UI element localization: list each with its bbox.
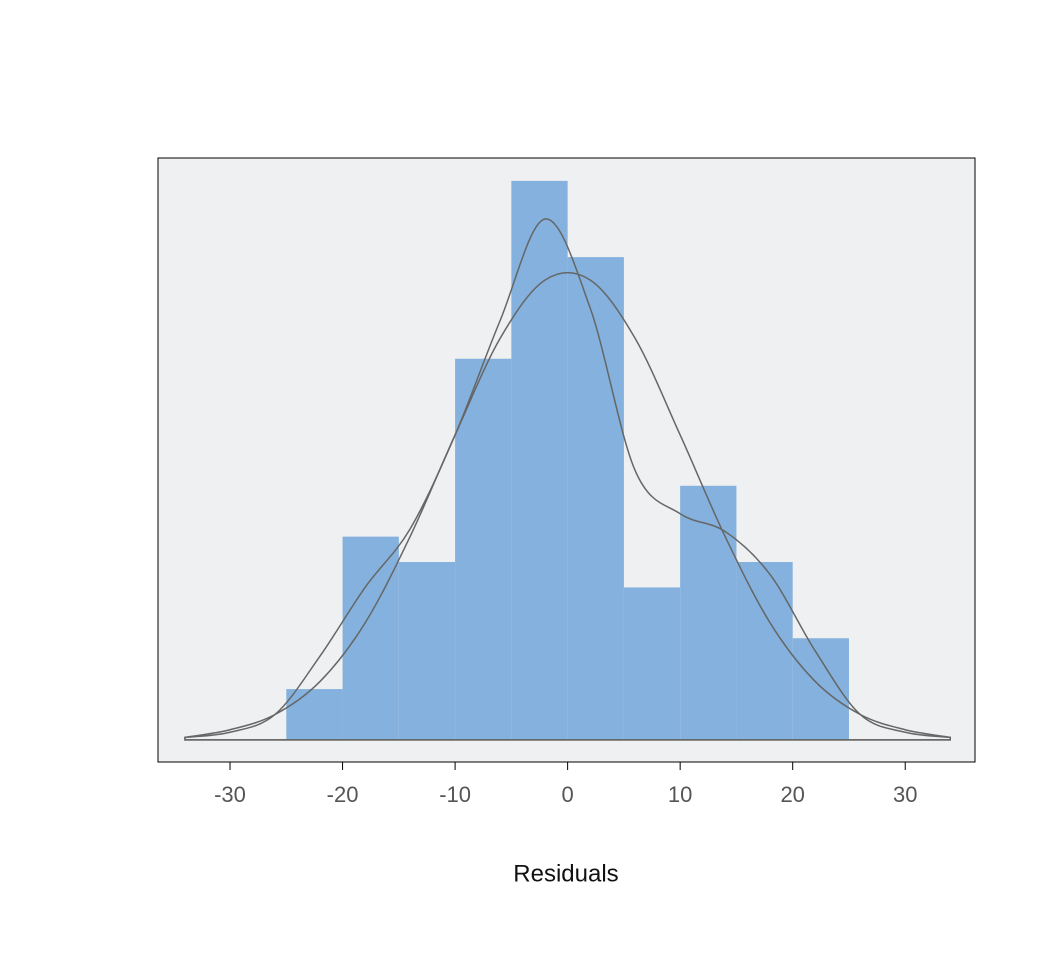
- bar: [342, 536, 399, 740]
- x-tick-label: 10: [668, 782, 692, 807]
- x-tick-label: 20: [780, 782, 804, 807]
- bar: [736, 562, 793, 740]
- bar: [286, 689, 343, 740]
- bar: [567, 257, 624, 740]
- bar: [455, 358, 512, 740]
- x-axis-label: Residuals: [513, 860, 618, 887]
- density-curve: [184, 218, 951, 741]
- x-tick-label: -20: [327, 782, 359, 807]
- x-tick-label: 30: [893, 782, 917, 807]
- x-tick-label: -30: [214, 782, 246, 807]
- plot-border: [157, 157, 976, 763]
- x-tick-label: -10: [439, 782, 471, 807]
- bar: [623, 587, 681, 740]
- bar: [398, 562, 456, 740]
- bar: [680, 485, 737, 740]
- density-curve: [184, 271, 951, 741]
- x-tick-label: 0: [562, 782, 574, 807]
- bar: [792, 638, 849, 740]
